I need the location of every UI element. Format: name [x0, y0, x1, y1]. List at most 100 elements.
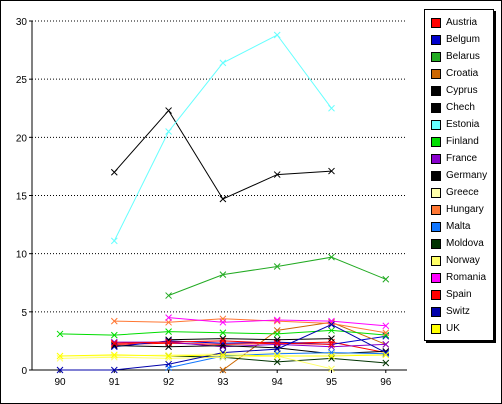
data-point [110, 351, 118, 359]
x-tick-label: 94 [272, 377, 284, 388]
data-point [273, 263, 281, 270]
data-point [328, 253, 335, 261]
legend-swatch [431, 103, 441, 113]
legend-swatch [431, 307, 441, 317]
x-tick-label: 90 [54, 377, 66, 388]
legend-label: Finland [446, 136, 479, 147]
data-point [110, 366, 118, 374]
x-tick-label: 92 [163, 377, 175, 388]
data-point [165, 360, 172, 368]
data-point [219, 366, 227, 374]
data-point [110, 331, 118, 339]
series-line [114, 345, 386, 355]
legend-item: Switz [431, 304, 470, 320]
legend-label: Norway [446, 255, 480, 266]
legend-swatch [431, 52, 441, 62]
y-tick-label: 15 [16, 192, 28, 203]
data-point [273, 317, 281, 325]
legend-item: Greece [431, 185, 479, 201]
legend-label: Romania [446, 272, 487, 283]
data-point [56, 352, 64, 360]
legend-label: Germany [446, 170, 488, 181]
legend-item: UK [431, 321, 460, 337]
legend-item: Hungary [431, 202, 484, 218]
data-point [273, 330, 281, 338]
data-point [219, 337, 227, 345]
legend-label: Cyprus [446, 85, 478, 96]
y-tick-label: 0 [21, 366, 27, 377]
data-point [273, 352, 281, 360]
legend-item: Romania [431, 270, 486, 286]
data-point [56, 366, 64, 374]
y-tick-label: 25 [16, 75, 28, 86]
data-point [219, 343, 227, 351]
legend-item: Cyprus [431, 83, 478, 99]
data-point [273, 339, 281, 347]
legend-label: Belarus [446, 51, 480, 62]
legend-label: Greece [446, 187, 479, 198]
series-line [113, 109, 332, 200]
legend-label: Estonia [446, 119, 480, 130]
data-point [56, 330, 64, 338]
data-point [273, 316, 281, 324]
x-tick-label: 91 [109, 377, 121, 388]
legend-swatch [431, 35, 441, 45]
data-point [382, 351, 390, 359]
legend-label: Croatia [446, 68, 479, 79]
x-tick-label: 95 [326, 377, 338, 388]
data-point [110, 237, 118, 245]
data-point [382, 275, 390, 283]
legend-item: Belgum [431, 32, 480, 48]
legend-label: Malta [446, 221, 471, 232]
legend-swatch [431, 273, 441, 283]
y-tick-label: 20 [16, 133, 28, 144]
legend-swatch [431, 205, 441, 215]
data-point [165, 338, 172, 346]
data-point [165, 337, 172, 345]
legend-item: Chech [431, 100, 475, 116]
legend-swatch [431, 256, 441, 266]
legend-item: France [431, 151, 477, 167]
data-point [165, 328, 172, 335]
legend-swatch [431, 171, 441, 181]
y-tick-label: 10 [16, 250, 28, 261]
data-point [328, 335, 335, 342]
data-point [328, 327, 335, 334]
data-point [328, 365, 335, 373]
legend-swatch [431, 239, 441, 249]
legend-item: Norway [431, 253, 480, 269]
legend-label: Moldova [446, 238, 484, 249]
data-point [328, 352, 335, 360]
data-point [273, 358, 281, 366]
data-point [328, 167, 335, 175]
data-point [165, 352, 172, 360]
data-point [328, 104, 335, 112]
series-line [222, 321, 386, 371]
legend-label: Belgum [446, 34, 480, 45]
data-point [382, 341, 390, 348]
legend-item: Belarus [431, 49, 480, 65]
legend-swatch [431, 188, 441, 198]
data-point [219, 329, 227, 337]
legend-item: Estonia [431, 117, 479, 133]
y-tick-label: 30 [16, 17, 28, 28]
legend-item: Malta [431, 219, 470, 235]
legend-label: UK [446, 323, 460, 334]
data-point [273, 31, 281, 39]
data-point [328, 321, 335, 328]
data-point [382, 322, 390, 330]
data-point [110, 352, 118, 360]
data-point [328, 341, 335, 348]
data-point [382, 359, 390, 367]
legend-item: Austria [431, 15, 477, 31]
series-line [59, 355, 332, 370]
legend-swatch [431, 290, 441, 300]
legend: Austria Belgum Belarus Croatia Cyprus Chech Es… [424, 9, 494, 341]
data-point [165, 292, 172, 299]
series-line [168, 338, 332, 341]
data-point [273, 345, 281, 353]
legend-swatch [431, 86, 441, 96]
legend-swatch [431, 324, 441, 334]
